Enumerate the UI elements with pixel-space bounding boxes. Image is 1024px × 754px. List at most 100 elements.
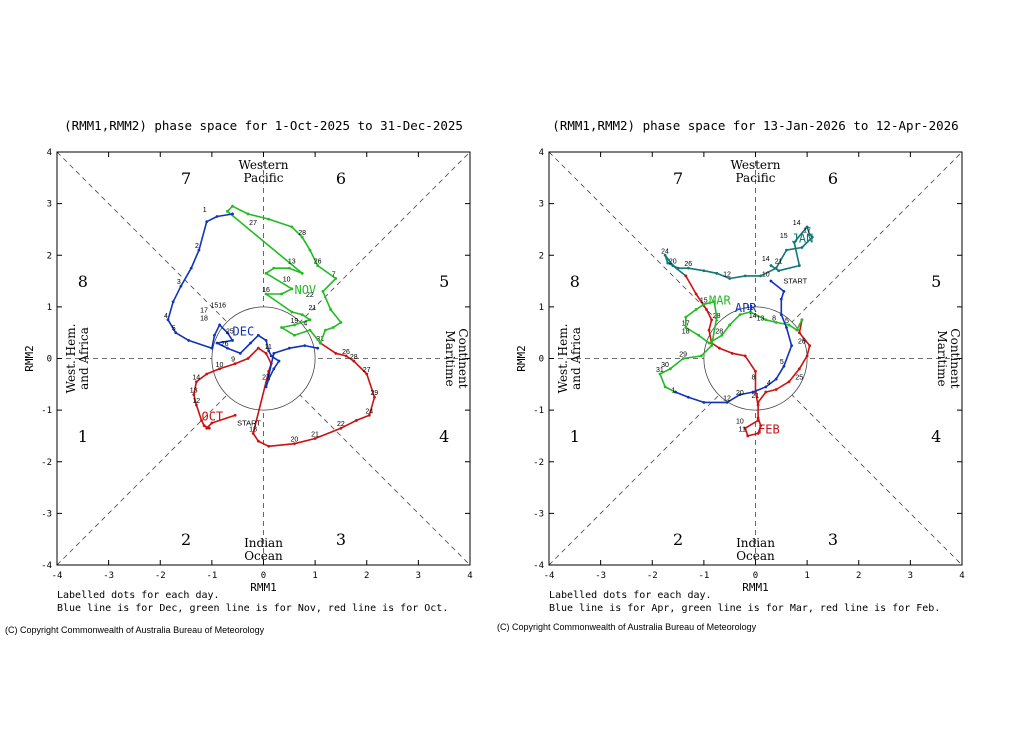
region-label-right: Continent — [948, 328, 962, 388]
data-point-oct — [205, 426, 209, 430]
data-point-dec — [205, 220, 209, 224]
data-point-mar — [795, 328, 799, 332]
day-label: 1 — [671, 388, 675, 395]
y-tick-label: 3 — [47, 200, 52, 210]
month-label-nov: NOV — [294, 283, 316, 297]
data-point-apr — [785, 326, 788, 329]
data-point-oct — [202, 424, 206, 428]
phase-label-8: 8 — [78, 272, 88, 291]
data-point-apr — [725, 400, 729, 404]
data-point-oct — [293, 442, 296, 446]
day-label: 27 — [262, 375, 270, 382]
day-label: 26 — [314, 259, 322, 266]
region-label-bottom: Indian — [736, 536, 775, 550]
month-label-feb: FEB — [758, 422, 780, 436]
data-point-dec — [213, 333, 216, 337]
phase-label-6: 6 — [828, 169, 838, 188]
data-point-jan — [676, 266, 680, 270]
phase-label-2: 2 — [181, 530, 191, 549]
data-point-oct — [194, 380, 198, 384]
data-point-oct — [210, 421, 214, 425]
data-point-feb — [746, 434, 750, 438]
y-tick-label: 2 — [47, 251, 52, 261]
data-point-dec — [225, 346, 229, 350]
data-point-dec — [272, 351, 276, 355]
day-label: 10 — [216, 362, 224, 369]
day-label: 20 — [736, 390, 744, 397]
day-label: 5 — [172, 326, 176, 333]
data-point-apr — [751, 390, 755, 394]
y-tick-label: 0 — [47, 355, 52, 365]
day-label: 25 — [795, 375, 803, 382]
phase-label-4: 4 — [439, 427, 449, 446]
data-point-jan — [774, 266, 778, 270]
data-point-feb — [797, 367, 801, 371]
day-label: 5 — [780, 359, 784, 366]
data-point-dec — [231, 212, 234, 216]
phase-label-6: 6 — [336, 169, 346, 188]
data-point-nov — [316, 264, 320, 267]
day-label: 20 — [290, 437, 298, 444]
x-tick-label: 0 — [753, 571, 758, 581]
day-label: 11 — [746, 305, 753, 312]
data-point-feb — [764, 390, 768, 394]
x-tick-label: 0 — [261, 571, 266, 581]
data-point-jan — [671, 264, 675, 267]
day-label: 7 — [332, 271, 336, 278]
data-point-oct — [207, 426, 211, 430]
y-tick-label: 1 — [47, 303, 52, 313]
y-tick-label: -3 — [41, 509, 52, 519]
data-point-apr — [769, 279, 773, 283]
region-label-right: Continent — [456, 328, 470, 388]
month-label-dec: DEC — [233, 324, 255, 338]
data-point-nov — [246, 212, 250, 216]
data-point-apr — [764, 385, 768, 389]
phase-label-8: 8 — [570, 272, 580, 291]
data-point-nov — [318, 341, 322, 345]
data-point-feb — [759, 424, 763, 428]
data-point-dec — [225, 331, 229, 335]
day-label: 22 — [337, 421, 345, 428]
day-label: 12 — [192, 398, 200, 405]
day-label: 16 — [218, 302, 226, 309]
data-point-nov — [267, 217, 271, 221]
data-point-dec — [187, 339, 191, 342]
data-point-nov — [321, 289, 325, 293]
data-point-oct — [334, 351, 338, 355]
start-label: START — [237, 418, 261, 427]
phase-label-5: 5 — [931, 272, 941, 291]
day-label: 26 — [798, 339, 806, 346]
data-point-apr — [779, 297, 783, 301]
day-label: 31 — [316, 336, 324, 343]
y-tick-label: 4 — [539, 148, 544, 158]
data-point-dec — [264, 339, 268, 342]
data-point-nov — [290, 225, 294, 229]
data-point-mar — [658, 372, 662, 376]
data-point-mar — [774, 320, 778, 324]
data-point-oct — [205, 372, 209, 376]
y-tick-label: -4 — [533, 561, 544, 571]
month-label-mar: MAR — [709, 293, 731, 307]
y-axis-label: RMM2 — [23, 345, 36, 372]
data-point-oct — [339, 426, 343, 430]
data-point-apr — [779, 313, 783, 317]
data-point-dec — [287, 346, 291, 350]
day-label: 21 — [309, 305, 317, 312]
chart-title: (RMM1,RMM2) phase space for 1-Oct-2025 t… — [64, 118, 463, 133]
x-tick-label: 4 — [467, 571, 472, 581]
phase-diagram-oct-dec: (RMM1,RMM2) phase space for 1-Oct-2025 t… — [23, 118, 473, 614]
day-label: 14 — [749, 313, 757, 320]
day-label: 26 — [342, 349, 350, 356]
x-tick-label: 4 — [959, 571, 964, 581]
data-point-feb — [797, 331, 801, 335]
day-label: 24 — [661, 248, 669, 255]
data-point-dec — [267, 377, 271, 381]
day-label: 10 — [736, 419, 744, 426]
data-point-oct — [367, 413, 371, 417]
day-label: 29 — [370, 390, 378, 397]
day-label: 13 — [190, 388, 198, 395]
day-label: 4 — [767, 380, 771, 387]
day-label: 27 — [363, 367, 371, 374]
data-point-dec — [264, 385, 268, 389]
day-label: 12 — [723, 395, 731, 402]
